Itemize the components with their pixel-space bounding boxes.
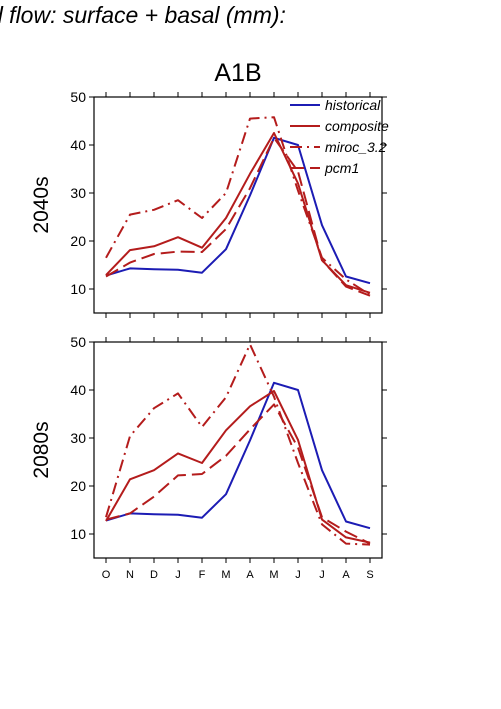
series-line-historical <box>105 136 371 285</box>
x-tick-label: S <box>366 569 373 581</box>
x-tick-label: A <box>246 569 254 581</box>
y-tick-label: 50 <box>70 89 86 105</box>
legend-label: miroc_3.2 <box>325 139 387 155</box>
y-tick-label: 30 <box>70 430 86 446</box>
plot-frame-2040s <box>93 96 383 314</box>
series-line-miroc-3-2 <box>105 343 371 546</box>
x-tick-label: M <box>221 569 230 581</box>
plot-frame-2080s <box>93 341 383 559</box>
x-tick-label: D <box>150 569 158 581</box>
x-tick-label: O <box>102 569 111 581</box>
row-label: 2040s <box>30 176 53 233</box>
chart-legend: historical composite miroc_3.2 pcm1 <box>290 97 389 176</box>
row-label: 2080s <box>30 421 53 478</box>
legend-label: composite <box>325 118 389 134</box>
x-tick-label: N <box>126 569 134 581</box>
series-line-historical <box>105 381 371 530</box>
panel-title: A1B <box>214 59 261 87</box>
series-line-pcm1 <box>105 403 371 545</box>
page-title: d flow: surface + basal (mm): <box>0 2 286 28</box>
y-tick-label: 40 <box>70 382 86 398</box>
y-tick-label: 30 <box>70 185 86 201</box>
y-tick-label: 40 <box>70 137 86 153</box>
series-line-miroc-3-2 <box>105 116 371 296</box>
series-line-composite <box>105 132 371 294</box>
y-tick-label: 20 <box>70 233 86 249</box>
y-tick-label: 50 <box>70 334 86 350</box>
chart-text: 10 20 30 40 50 2040s A1B 10 20 30 40 50 O N D J F M A M J J A S… <box>30 59 374 581</box>
chart-series-lines <box>105 116 371 546</box>
x-tick-label: M <box>269 569 278 581</box>
series-line-pcm1 <box>105 136 371 297</box>
x-tick-label: F <box>199 569 206 581</box>
y-tick-label: 10 <box>70 281 86 297</box>
x-tick-label: A <box>342 569 350 581</box>
legend-label: historical <box>325 97 381 113</box>
legend-label: pcm1 <box>324 160 359 176</box>
x-tick-label: J <box>295 569 301 581</box>
x-tick-label: J <box>175 569 181 581</box>
y-tick-label: 20 <box>70 478 86 494</box>
x-tick-label: J <box>319 569 325 581</box>
chart-frames <box>89 92 387 563</box>
series-line-composite <box>105 390 371 544</box>
y-tick-label: 10 <box>70 526 86 542</box>
